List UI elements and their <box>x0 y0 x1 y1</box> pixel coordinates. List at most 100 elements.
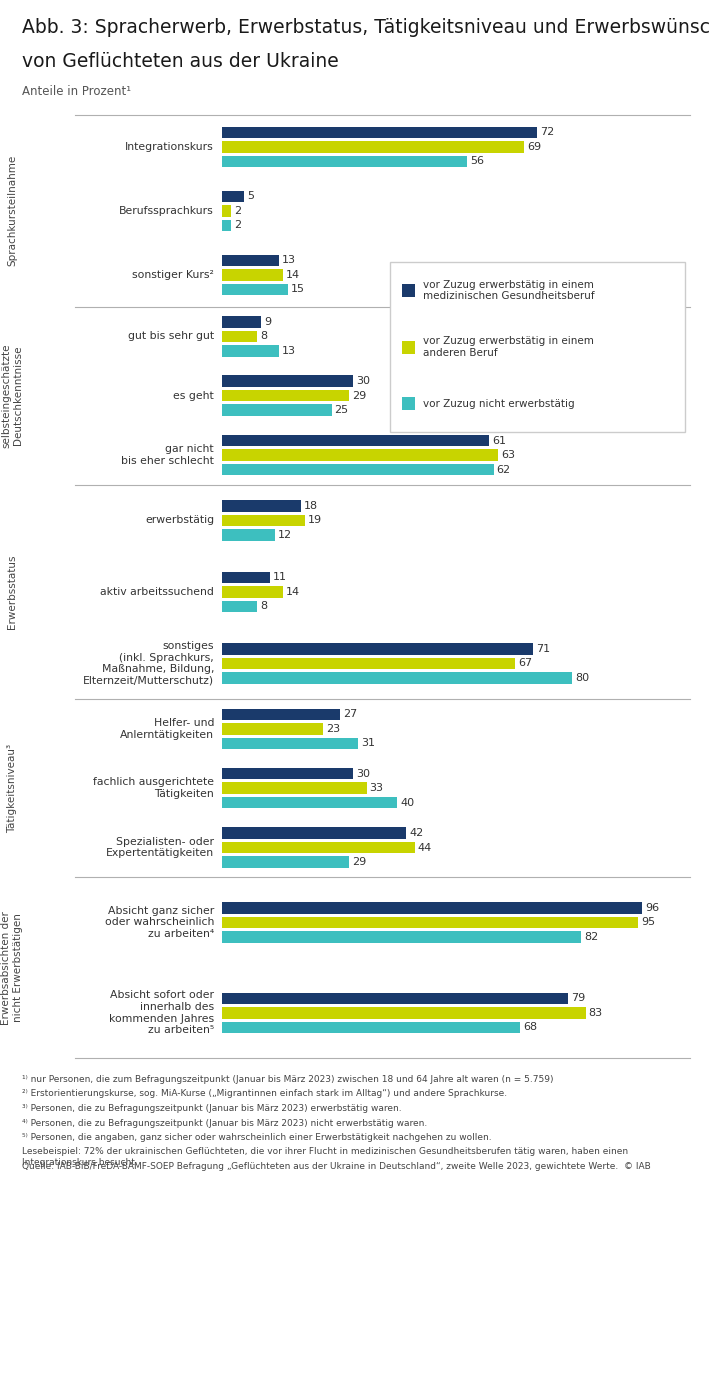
Text: aktiv arbeitssuchend: aktiv arbeitssuchend <box>100 587 214 597</box>
Bar <box>222 993 568 1004</box>
Text: 44: 44 <box>417 843 432 852</box>
Text: 33: 33 <box>369 784 383 793</box>
Text: sonstiges
(inkl. Sprachkurs,
Maßnahme, Bildung,
Elternzeit/Mutterschutz): sonstiges (inkl. Sprachkurs, Maßnahme, B… <box>83 641 214 686</box>
Text: ⁵⁾ Personen, die angaben, ganz sicher oder wahrscheinlich einer Erwerbstätigkeit: ⁵⁾ Personen, die angaben, ganz sicher od… <box>22 1133 491 1143</box>
Bar <box>222 902 643 914</box>
Bar <box>222 375 354 386</box>
Bar <box>222 142 524 153</box>
Text: 2: 2 <box>234 220 241 231</box>
Text: 56: 56 <box>470 157 484 166</box>
Text: vor Zuzug erwerbstätig in einem
anderen Beruf: vor Zuzug erwerbstätig in einem anderen … <box>423 337 594 358</box>
Text: 30: 30 <box>356 769 371 778</box>
Bar <box>222 708 340 720</box>
Bar <box>222 782 366 793</box>
Text: gut bis sehr gut: gut bis sehr gut <box>128 331 214 341</box>
Bar <box>222 723 323 734</box>
Text: Abb. 3: Spracherwerb, Erwerbstatus, Tätigkeitsniveau und Erwerbswünsche: Abb. 3: Spracherwerb, Erwerbstatus, Täti… <box>22 18 710 37</box>
Bar <box>222 330 257 342</box>
Bar <box>402 283 415 297</box>
Bar <box>222 572 271 583</box>
Text: 23: 23 <box>326 723 340 734</box>
Text: 82: 82 <box>584 932 599 942</box>
Bar <box>222 769 354 780</box>
Bar <box>222 1022 520 1033</box>
Bar <box>222 404 332 417</box>
Text: 8: 8 <box>260 601 267 612</box>
Text: Anteile in Prozent¹: Anteile in Prozent¹ <box>22 85 131 98</box>
Text: 14: 14 <box>286 270 300 279</box>
Text: 67: 67 <box>518 659 532 668</box>
Text: 11: 11 <box>273 572 287 583</box>
Text: ⁴⁾ Personen, die zu Befragungszeitpunkt (Januar bis März 2023) nicht erwerbstäti: ⁴⁾ Personen, die zu Befragungszeitpunkt … <box>22 1118 427 1128</box>
Text: 96: 96 <box>645 903 660 913</box>
Text: 8: 8 <box>260 331 267 341</box>
Bar <box>222 529 275 540</box>
Text: 62: 62 <box>496 465 510 474</box>
Text: 14: 14 <box>286 587 300 597</box>
Text: 30: 30 <box>356 377 371 386</box>
Bar <box>222 270 283 280</box>
Bar <box>222 345 279 356</box>
Text: Helfer- und
Anlerntätigkeiten: Helfer- und Anlerntätigkeiten <box>120 718 214 740</box>
Text: 95: 95 <box>641 917 655 928</box>
Text: Berufssprachkurs: Berufssprachkurs <box>119 206 214 216</box>
Bar <box>222 205 231 217</box>
Text: Absicht sofort oder
innerhalb des
kommenden Jahres
zu arbeiten⁵: Absicht sofort oder innerhalb des kommen… <box>109 990 214 1035</box>
Text: ¹⁾ nur Personen, die zum Befragungszeitpunkt (Januar bis März 2023) zwischen 18 : ¹⁾ nur Personen, die zum Befragungszeitp… <box>22 1075 554 1084</box>
Bar <box>222 514 305 527</box>
Text: 12: 12 <box>278 529 292 540</box>
Bar <box>222 931 581 943</box>
Text: 40: 40 <box>400 798 415 807</box>
Text: 13: 13 <box>282 346 296 356</box>
Bar <box>222 798 397 808</box>
Bar <box>222 657 515 670</box>
Text: 25: 25 <box>334 406 349 415</box>
Bar <box>222 316 261 327</box>
Text: 79: 79 <box>571 993 585 1004</box>
Text: vor Zuzug erwerbstätig in einem
medizinischen Gesundheitsberuf: vor Zuzug erwerbstätig in einem medizini… <box>423 279 595 301</box>
Bar <box>222 644 533 654</box>
Text: vor Zuzug nicht erwerbstätig: vor Zuzug nicht erwerbstätig <box>423 399 574 408</box>
Text: Erwerbsstatus: Erwerbsstatus <box>7 554 17 630</box>
Bar <box>222 601 257 612</box>
Text: 72: 72 <box>540 128 555 138</box>
Text: 83: 83 <box>589 1008 603 1018</box>
Bar <box>222 672 572 683</box>
Text: 29: 29 <box>352 857 366 868</box>
Bar <box>222 463 493 476</box>
Bar <box>222 917 638 928</box>
Bar <box>222 155 467 168</box>
Bar <box>222 828 406 839</box>
Text: 5: 5 <box>247 191 254 201</box>
Text: Lesebeispiel: 72% der ukrainischen Geflüchteten, die vor ihrer Flucht in medizin: Lesebeispiel: 72% der ukrainischen Geflü… <box>22 1148 628 1167</box>
Text: gar nicht
bis eher schlecht: gar nicht bis eher schlecht <box>121 444 214 466</box>
Text: 31: 31 <box>361 738 375 748</box>
Text: 68: 68 <box>523 1023 537 1033</box>
Text: 69: 69 <box>528 142 541 153</box>
Text: Absicht ganz sicher
oder wahrscheinlich
zu arbeiten⁴: Absicht ganz sicher oder wahrscheinlich … <box>104 906 214 939</box>
Text: 71: 71 <box>536 644 550 654</box>
Text: 2: 2 <box>234 206 241 216</box>
Text: 27: 27 <box>343 710 358 719</box>
Text: 13: 13 <box>282 256 296 265</box>
Bar <box>222 254 279 265</box>
Bar <box>222 283 288 296</box>
Text: Integrationskurs: Integrationskurs <box>125 142 214 153</box>
Text: Spezialisten- oder
Expertentätigkeiten: Spezialisten- oder Expertentätigkeiten <box>106 837 214 858</box>
Bar <box>222 450 498 461</box>
Text: selbsteingeschätzte
Deutschkenntnisse: selbsteingeschätzte Deutschkenntnisse <box>1 344 23 448</box>
Text: erwerbstätig: erwerbstätig <box>145 516 214 525</box>
Text: von Geflüchteten aus der Ukraine: von Geflüchteten aus der Ukraine <box>22 52 339 72</box>
Text: 29: 29 <box>352 390 366 400</box>
Bar <box>222 857 349 868</box>
Bar <box>402 397 415 410</box>
Text: Erwerbsabsichten der
nicht Erwerbstätigen: Erwerbsabsichten der nicht Erwerbstätige… <box>1 910 23 1024</box>
Text: sonstiger Kurs²: sonstiger Kurs² <box>132 270 214 279</box>
Bar <box>222 842 415 854</box>
Bar <box>222 1006 586 1019</box>
Bar <box>222 126 537 139</box>
Text: 18: 18 <box>304 500 318 512</box>
Text: es geht: es geht <box>173 390 214 400</box>
Text: 15: 15 <box>290 285 305 294</box>
Text: Tätigkeitsniveau³: Tätigkeitsniveau³ <box>7 744 17 833</box>
